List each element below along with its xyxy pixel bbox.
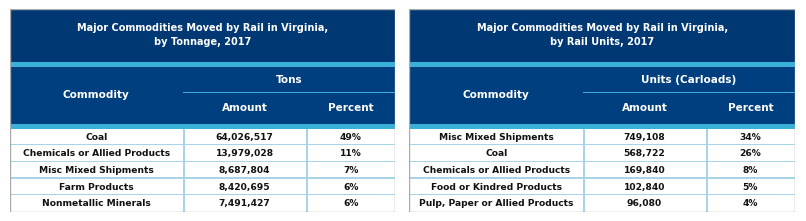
Bar (306, 179, 308, 196)
Text: 102,840: 102,840 (624, 183, 665, 192)
Bar (10, 162, 395, 179)
Text: 49%: 49% (339, 133, 362, 142)
Bar (409, 196, 795, 212)
Bar (706, 145, 708, 162)
Bar (10, 144, 395, 145)
Bar (409, 67, 795, 124)
Bar (409, 144, 795, 145)
Text: Amount: Amount (621, 103, 667, 113)
Text: 169,840: 169,840 (624, 166, 665, 175)
Bar (10, 67, 395, 124)
Bar (10, 62, 395, 67)
Bar (306, 196, 308, 212)
Bar (10, 177, 395, 179)
Text: Food or Kindred Products: Food or Kindred Products (430, 183, 562, 192)
Text: Chemicals or Allied Products: Chemicals or Allied Products (422, 166, 570, 175)
Text: 6%: 6% (343, 183, 359, 192)
Bar (706, 129, 708, 145)
Bar (409, 124, 795, 129)
Bar (409, 161, 795, 162)
Bar (583, 196, 584, 212)
Bar (183, 179, 185, 196)
Text: Major Commodities Moved by Rail in Virginia,
by Tonnage, 2017: Major Commodities Moved by Rail in Virgi… (77, 23, 328, 47)
Bar (10, 179, 395, 196)
Bar (409, 177, 795, 179)
Bar (409, 179, 795, 196)
Bar (706, 162, 708, 179)
Bar (706, 179, 708, 196)
Bar (409, 62, 795, 67)
Bar (183, 92, 395, 93)
Text: 8,687,804: 8,687,804 (219, 166, 271, 175)
Text: 8%: 8% (742, 166, 758, 175)
Bar (583, 92, 795, 93)
Bar (409, 129, 795, 145)
Bar (10, 9, 395, 62)
Text: Tons: Tons (276, 75, 302, 85)
Bar (183, 162, 185, 179)
Text: Units (Carloads): Units (Carloads) (641, 75, 737, 85)
Bar (10, 194, 395, 196)
Bar (583, 129, 584, 145)
Text: 4%: 4% (742, 199, 758, 208)
Text: Amount: Amount (222, 103, 268, 113)
Text: 64,026,517: 64,026,517 (216, 133, 273, 142)
Text: 13,979,028: 13,979,028 (216, 149, 274, 158)
Text: Misc Mixed Shipments: Misc Mixed Shipments (438, 133, 554, 142)
Text: Major Commodities Moved by Rail in Virginia,
by Rail Units, 2017: Major Commodities Moved by Rail in Virgi… (476, 23, 728, 47)
Text: 568,722: 568,722 (624, 149, 665, 158)
Bar (583, 179, 584, 196)
Bar (409, 145, 795, 162)
Bar (10, 161, 395, 162)
Text: 6%: 6% (343, 199, 359, 208)
Bar (10, 129, 395, 145)
Text: Coal: Coal (85, 133, 107, 142)
Text: 5%: 5% (742, 183, 758, 192)
Bar (10, 196, 395, 212)
Text: Percent: Percent (728, 103, 773, 113)
Text: Nonmetallic Minerals: Nonmetallic Minerals (42, 199, 151, 208)
Bar (183, 129, 185, 145)
Bar (409, 194, 795, 196)
Text: 11%: 11% (340, 149, 362, 158)
Text: Percent: Percent (328, 103, 373, 113)
Text: 749,108: 749,108 (624, 133, 665, 142)
Bar (10, 124, 395, 129)
Text: 96,080: 96,080 (627, 199, 662, 208)
Text: Pulp, Paper or Allied Products: Pulp, Paper or Allied Products (419, 199, 573, 208)
Text: Misc Mixed Shipments: Misc Mixed Shipments (39, 166, 154, 175)
Text: 26%: 26% (740, 149, 762, 158)
Bar (583, 145, 584, 162)
Bar (306, 145, 308, 162)
Bar (409, 9, 795, 62)
Bar (10, 145, 395, 162)
Bar (409, 162, 795, 179)
Text: 7,491,427: 7,491,427 (218, 199, 271, 208)
Text: Commodity: Commodity (463, 90, 530, 100)
Bar (306, 129, 308, 145)
Bar (183, 145, 185, 162)
Bar (706, 196, 708, 212)
Bar (583, 162, 584, 179)
Text: Chemicals or Allied Products: Chemicals or Allied Products (23, 149, 170, 158)
Text: 34%: 34% (740, 133, 762, 142)
Bar (183, 196, 185, 212)
Text: Commodity: Commodity (63, 90, 130, 100)
Text: Coal: Coal (485, 149, 507, 158)
Text: 8,420,695: 8,420,695 (219, 183, 271, 192)
Text: 7%: 7% (343, 166, 359, 175)
Bar (306, 162, 308, 179)
Text: Farm Products: Farm Products (59, 183, 134, 192)
